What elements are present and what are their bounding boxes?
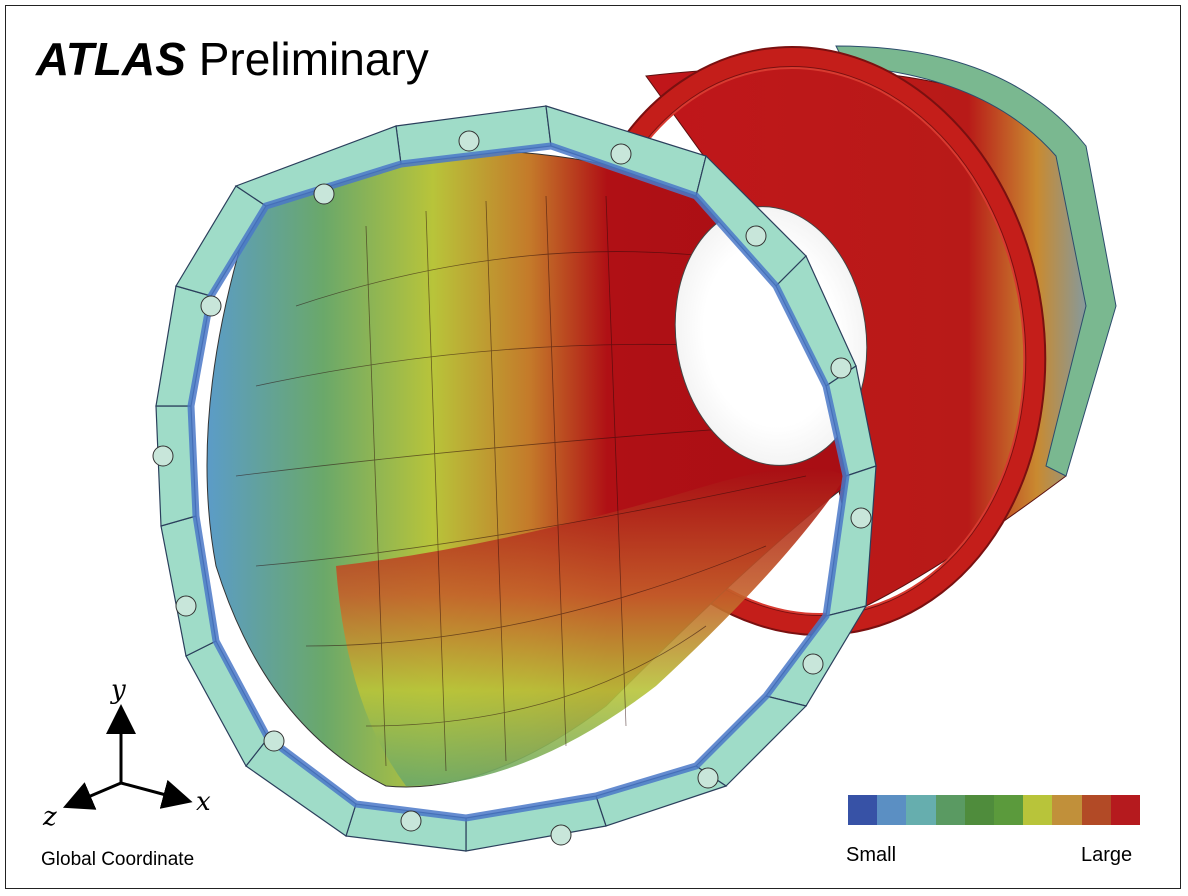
scale-swatch-3	[935, 795, 965, 825]
barrel-lower-interior	[336, 468, 846, 786]
scale-swatch-8	[1081, 795, 1111, 825]
scale-swatch-7	[1052, 795, 1082, 825]
z-axis-arrow	[62, 781, 122, 810]
title-brand: ATLAS	[36, 33, 186, 85]
figure-frame: ATLAS Preliminary y x z Global Coordinat…	[5, 5, 1181, 889]
scale-swatch-4	[964, 795, 995, 825]
color-scale-bar	[848, 795, 1141, 825]
scale-swatch-2	[906, 795, 936, 825]
scale-max-label: Large	[1081, 844, 1133, 866]
back-module-rim	[835, 45, 1117, 477]
cooling-pipes	[152, 130, 872, 846]
coordinate-caption: Global Coordinate	[41, 849, 195, 870]
scale-swatch-5	[994, 795, 1024, 825]
y-axis-label: y	[111, 675, 126, 705]
x-axis-label: x	[196, 787, 211, 817]
module-inner-edge	[187, 142, 850, 822]
scale-swatch-6	[1023, 795, 1053, 825]
stave-lines	[235, 195, 807, 772]
scale-swatch-0	[848, 795, 878, 825]
scale-swatch-9	[1110, 795, 1141, 825]
axes-arrows	[62, 704, 193, 810]
detector-barrel-render	[152, 45, 1117, 852]
title-suffix: Preliminary	[198, 33, 429, 85]
scale-min-label: Small	[846, 844, 897, 866]
figure-title: ATLAS Preliminary	[36, 36, 429, 82]
coordinate-axes: y x z	[36, 671, 236, 830]
z-axis-label: z	[43, 802, 57, 832]
scale-swatch-1	[877, 795, 907, 825]
x-axis-arrow	[120, 779, 193, 809]
